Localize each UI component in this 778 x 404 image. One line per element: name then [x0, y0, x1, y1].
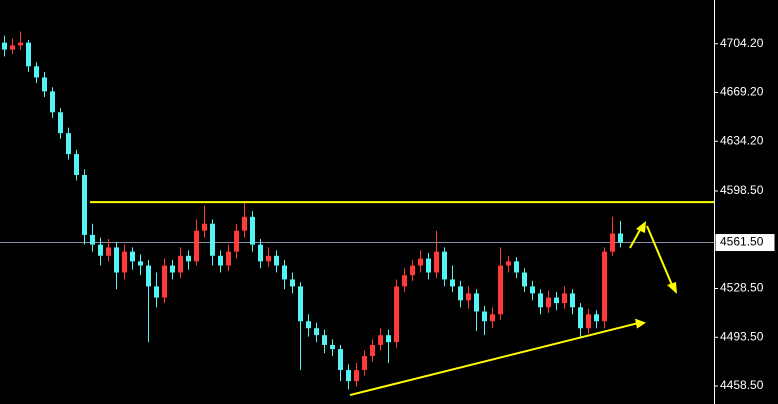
candle-body	[562, 293, 567, 304]
candle-body	[266, 255, 271, 262]
candle-body	[58, 112, 63, 134]
candle-body	[162, 265, 167, 298]
arrow-up	[629, 227, 642, 249]
trend-arrow-head	[635, 318, 646, 329]
y-tick-label: 4634.20	[720, 133, 764, 147]
candle-body	[554, 297, 559, 304]
candle-body	[234, 230, 239, 252]
candle-body	[602, 251, 607, 322]
candle-body	[490, 314, 495, 322]
candle-body	[506, 261, 511, 266]
candle-body	[18, 42, 23, 46]
candle-body	[314, 328, 319, 336]
candle-body	[570, 293, 575, 308]
candle-body	[394, 286, 399, 343]
candle-body	[98, 244, 103, 256]
candle-body	[362, 356, 367, 371]
candle-body	[170, 265, 175, 273]
arrow-head	[636, 221, 646, 233]
candle-body	[610, 233, 615, 252]
candle-body	[290, 279, 295, 287]
candle-body	[474, 293, 479, 312]
trend-line	[349, 321, 641, 397]
candle-body	[346, 370, 351, 382]
candle-body	[538, 293, 543, 308]
candle-body	[298, 286, 303, 322]
candle-body	[26, 42, 31, 67]
candle-body	[322, 335, 327, 345]
candle-body	[442, 251, 447, 280]
candle-body	[42, 77, 47, 92]
candle-body	[426, 258, 431, 273]
candle-body	[154, 286, 159, 298]
candle-body	[2, 42, 7, 50]
candle-body	[578, 307, 583, 329]
candle-body	[546, 297, 551, 308]
candle-body	[202, 223, 207, 231]
candle-body	[370, 344, 375, 357]
candle-body	[178, 255, 183, 273]
candle-body	[514, 261, 519, 273]
candle-body	[226, 251, 231, 266]
candle-body	[498, 265, 503, 315]
candle-body	[130, 251, 135, 262]
candle-body	[378, 335, 383, 345]
candle-body	[74, 154, 79, 175]
candle-body	[50, 91, 55, 113]
candle-body	[66, 133, 71, 155]
candle-body	[194, 230, 199, 262]
candle-body	[530, 286, 535, 294]
y-tick-label: 4493.50	[720, 329, 764, 343]
candle-body	[34, 66, 39, 78]
candle-body	[82, 174, 87, 235]
candle-body	[466, 293, 471, 301]
candle-body	[410, 265, 415, 276]
candle-body	[306, 321, 311, 329]
candle-body	[114, 247, 119, 273]
candle-body	[218, 255, 223, 266]
candle-body	[250, 216, 255, 245]
candle-body	[90, 234, 95, 245]
candle-body	[186, 255, 191, 262]
candle-body	[434, 251, 439, 273]
candle-body	[402, 275, 407, 287]
candle-body	[242, 216, 247, 231]
arrow-head	[667, 282, 677, 294]
y-tick-label: 4458.50	[720, 378, 764, 392]
y-tick-label: 4704.20	[720, 36, 764, 50]
candle-body	[282, 265, 287, 280]
last-price-box	[715, 234, 775, 252]
last-price-label: 4561.50	[720, 235, 764, 249]
candle-body	[354, 370, 359, 382]
candle-body	[450, 279, 455, 287]
candle-body	[458, 286, 463, 301]
candle-body	[122, 251, 127, 273]
candle-body	[10, 45, 15, 50]
y-tick-label: 4598.50	[720, 183, 764, 197]
candle-body	[274, 255, 279, 266]
candle-body	[106, 247, 111, 256]
candle-body	[146, 265, 151, 287]
candle-body	[418, 258, 423, 266]
candle-body	[138, 261, 143, 266]
candle-body	[386, 335, 391, 343]
candle-body	[330, 344, 335, 350]
arrow-down	[646, 225, 673, 286]
candle-body	[618, 233, 623, 243]
candle-body	[586, 314, 591, 329]
candle-body	[258, 244, 263, 262]
arrows	[629, 221, 677, 294]
y-tick-label: 4528.50	[720, 281, 764, 295]
candle-body	[338, 349, 343, 371]
candle-body	[594, 314, 599, 322]
y-tick-label: 4669.20	[720, 85, 764, 99]
candle-body	[210, 223, 215, 256]
candle-body	[482, 311, 487, 322]
candle-body	[522, 272, 527, 287]
